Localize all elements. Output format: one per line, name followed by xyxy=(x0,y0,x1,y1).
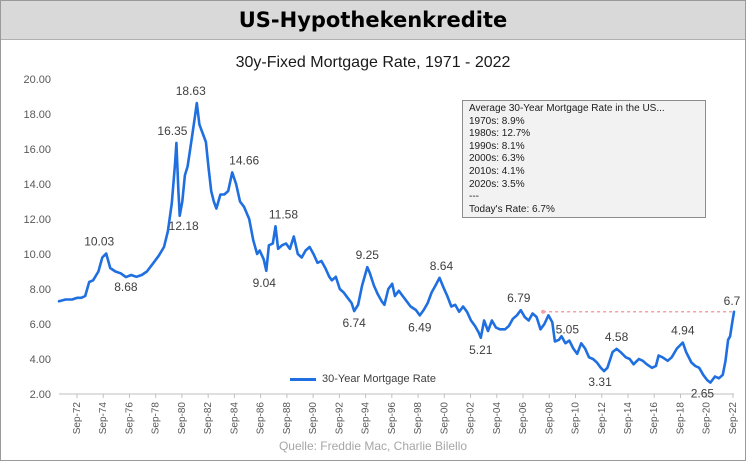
data-label: 3.31 xyxy=(588,375,612,389)
info-line-1970s: 1970s: 8.9% xyxy=(469,115,525,127)
source-caption: Quelle: Freddie Mac, Charlie Bilello xyxy=(278,439,468,453)
data-label: 9.25 xyxy=(356,248,380,262)
data-label: 9.04 xyxy=(253,276,277,290)
x-tick-label: Sep-90 xyxy=(308,402,319,435)
info-box-title: Average 30-Year Mortgage Rate in the US.… xyxy=(469,103,665,114)
data-label: 14.66 xyxy=(229,153,259,167)
series-line-0 xyxy=(57,101,736,384)
x-tick-label: Sep-86 xyxy=(256,402,267,435)
y-tick-label: 10.00 xyxy=(23,249,51,261)
x-tick-label: Sep-02 xyxy=(466,402,477,435)
data-label: 11.58 xyxy=(269,207,298,221)
x-tick-label: Sep-14 xyxy=(623,402,634,435)
x-tick-label: Sep-88 xyxy=(282,402,293,435)
x-tick-label: Sep-08 xyxy=(544,402,555,435)
x-tick-label: Sep-06 xyxy=(518,402,529,435)
x-tick-label: Sep-82 xyxy=(203,402,214,435)
x-tick-label: Sep-78 xyxy=(151,402,162,435)
info-line-1990s: 1990s: 8.1% xyxy=(469,140,525,152)
info-line-separator: --- xyxy=(469,191,479,203)
chart-legend: 30-Year Mortgage Rate xyxy=(290,373,436,385)
data-label: 4.58 xyxy=(605,330,629,344)
data-label: 12.18 xyxy=(169,219,199,233)
data-label: 6.7 xyxy=(724,294,741,308)
x-tick-label: Sep-12 xyxy=(597,402,608,435)
info-line-2010s: 2010s: 4.1% xyxy=(469,165,525,177)
decade-averages-box: Average 30-Year Mortgage Rate in the US.… xyxy=(462,100,706,218)
data-label: 4.94 xyxy=(671,324,695,338)
legend-label: 30-Year Mortgage Rate xyxy=(322,373,436,385)
header-bar: US-Hypothekenkredite xyxy=(1,1,745,40)
x-tick-label: Sep-98 xyxy=(413,402,424,435)
x-tick-label: Sep-94 xyxy=(361,402,372,435)
x-tick-label: Sep-20 xyxy=(702,402,713,435)
x-tick-label: Sep-74 xyxy=(98,402,109,435)
y-tick-label: 16.00 xyxy=(23,144,51,156)
reference-line-start-dot xyxy=(541,309,546,314)
info-line-2020s: 2020s: 3.5% xyxy=(469,178,525,190)
x-tick-label: Sep-72 xyxy=(72,402,83,435)
x-tick-label: Sep-18 xyxy=(675,402,686,435)
y-tick-label: 8.00 xyxy=(30,284,51,296)
y-tick-label: 20.00 xyxy=(23,74,51,86)
x-tick-label: Sep-92 xyxy=(334,402,345,435)
data-label: 18.63 xyxy=(176,84,206,98)
data-label: 5.21 xyxy=(469,343,493,357)
chart-title: 30y-Fixed Mortgage Rate, 1971 - 2022 xyxy=(236,54,511,71)
x-tick-label: Sep-96 xyxy=(387,402,398,435)
x-tick-label: Sep-00 xyxy=(439,402,450,435)
x-tick-label: Sep-76 xyxy=(124,402,135,435)
legend-line-swatch xyxy=(290,377,316,381)
y-tick-label: 18.00 xyxy=(23,109,51,121)
data-label: 10.03 xyxy=(84,234,114,248)
data-label: 6.49 xyxy=(408,320,432,334)
data-label: 8.64 xyxy=(430,259,454,273)
y-tick-label: 14.00 xyxy=(23,179,51,191)
x-tick-label: Sep-80 xyxy=(177,402,188,435)
y-tick-label: 6.00 xyxy=(30,319,51,331)
data-label: 2.65 xyxy=(691,387,715,401)
x-tick-label: Sep-84 xyxy=(229,402,240,435)
data-label: 6.74 xyxy=(343,316,367,330)
info-line-today: Today's Rate: 6.7% xyxy=(469,203,555,215)
info-line-2000s: 2000s: 6.3% xyxy=(469,153,525,165)
y-tick-label: 12.00 xyxy=(23,214,51,226)
data-label: 5.05 xyxy=(556,323,580,337)
data-label: 16.35 xyxy=(157,124,187,138)
y-tick-label: 4.00 xyxy=(30,354,51,366)
info-line-1980s: 1980s: 12.7% xyxy=(469,128,531,140)
data-label: 8.68 xyxy=(114,280,138,294)
x-tick-label: Sep-04 xyxy=(492,402,503,435)
data-label: 6.79 xyxy=(507,291,531,305)
y-tick-label: 2.00 xyxy=(30,389,51,401)
x-tick-label: Sep-16 xyxy=(649,402,660,435)
x-tick-label: Sep-10 xyxy=(571,402,582,435)
page-title: US-Hypothekenkredite xyxy=(238,8,508,32)
x-tick-label: Sep-22 xyxy=(728,402,739,435)
